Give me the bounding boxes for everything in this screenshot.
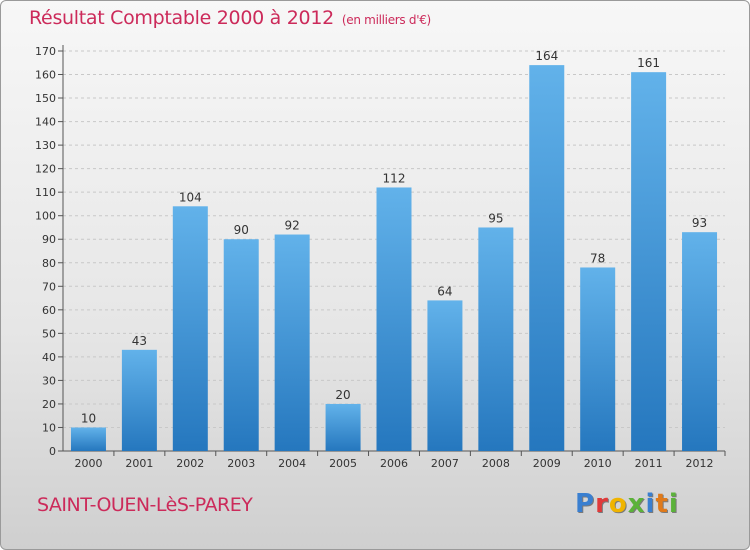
x-tick-labels: 2000 2001 2002 2003 2004 2005 2006 2007 2008 2009… (74, 451, 726, 470)
logo-letter: P (575, 489, 596, 519)
value-label-2003: 90 (234, 223, 249, 237)
y-tick-label: 160 (35, 69, 56, 82)
x-tick-label-2005: 2005 (329, 457, 357, 470)
bar-chart: 0 10 20 30 40 50 60 70 80 90 100 110 120 130 140 150 160… (35, 45, 726, 470)
x-tick-label-2009: 2009 (533, 457, 561, 470)
bar-2004[interactable] (274, 234, 310, 451)
value-label-2008: 95 (488, 211, 503, 225)
y-tick-label: 140 (35, 116, 56, 129)
logo-letter: i (668, 489, 679, 519)
value-label-2001: 43 (132, 334, 147, 348)
bar-2001[interactable] (121, 349, 157, 451)
bar-2008[interactable] (478, 227, 514, 451)
bar-2003[interactable] (223, 239, 259, 451)
value-label-2010: 78 (590, 251, 605, 265)
x-tick-label-2008: 2008 (482, 457, 510, 470)
logo-letter: x (627, 489, 646, 519)
y-tick-label: 120 (35, 163, 56, 176)
y-tick-label: 10 (42, 421, 56, 434)
value-label-2002: 104 (179, 190, 202, 204)
logo-letter: t (655, 489, 669, 519)
value-label-2006: 112 (383, 171, 406, 185)
title-text: Résultat Comptable 2000 à 2012 (29, 7, 334, 29)
y-tick-label: 170 (35, 45, 56, 58)
value-label-2009: 164 (535, 49, 558, 63)
x-tick-label-2003: 2003 (227, 457, 255, 470)
bar-2011[interactable] (631, 72, 667, 452)
bars (70, 65, 718, 452)
y-tick-label: 0 (49, 445, 56, 458)
value-label-2007: 64 (437, 284, 452, 298)
bar-2009[interactable] (529, 65, 565, 451)
y-tick-label: 60 (42, 304, 56, 317)
value-labels: 10 43 104 90 92 20 112 64 95 164 78 161 93 (81, 49, 707, 425)
y-tick-labels: 0 10 20 30 40 50 60 70 80 90 100 110 120 130 140 150 160… (35, 45, 63, 458)
bar-2002[interactable] (172, 206, 208, 451)
bar-2010[interactable] (580, 267, 616, 451)
y-tick-label: 100 (35, 210, 56, 223)
logo-letter: o (608, 489, 628, 519)
y-tick-label: 80 (42, 257, 56, 270)
x-tick-label-2010: 2010 (584, 457, 612, 470)
y-tick-label: 130 (35, 139, 56, 152)
x-tick-label-2004: 2004 (278, 457, 306, 470)
y-tick-label: 70 (42, 280, 56, 293)
value-label-2004: 92 (285, 219, 300, 233)
logo-letter: i (645, 489, 656, 519)
x-tick-label-2006: 2006 (380, 457, 408, 470)
y-tick-label: 90 (42, 233, 56, 246)
bar-2000[interactable] (70, 427, 106, 451)
y-tick-label: 30 (42, 374, 56, 387)
x-tick-label-2002: 2002 (176, 457, 204, 470)
x-tick-label-2001: 2001 (125, 457, 153, 470)
town-name: SAINT-OUEN-LèS-PAREY (37, 494, 253, 516)
logo-letter: r (595, 489, 609, 519)
bar-2007[interactable] (427, 300, 463, 451)
y-tick-label: 50 (42, 327, 56, 340)
y-tick-label: 150 (35, 92, 56, 105)
y-tick-label: 110 (35, 186, 56, 199)
value-label-2000: 10 (81, 411, 96, 425)
y-tick-label: 40 (42, 351, 56, 364)
value-label-2005: 20 (335, 388, 350, 402)
bar-2006[interactable] (376, 187, 412, 451)
value-label-2011: 161 (637, 56, 660, 70)
bar-2012[interactable] (682, 232, 718, 451)
x-tick-label-2012: 2012 (686, 457, 714, 470)
chart-title: Résultat Comptable 2000 à 2012 (en millie… (29, 7, 431, 29)
x-tick-label-2007: 2007 (431, 457, 459, 470)
chart-subtitle: (en milliers d'€) (341, 13, 431, 27)
y-tick-label: 20 (42, 398, 56, 411)
proxiti-logo[interactable]: Proxiti (575, 489, 679, 519)
bar-2005[interactable] (325, 403, 361, 451)
x-tick-label-2000: 2000 (74, 457, 102, 470)
value-label-2012: 93 (692, 216, 707, 230)
x-tick-label-2011: 2011 (635, 457, 663, 470)
